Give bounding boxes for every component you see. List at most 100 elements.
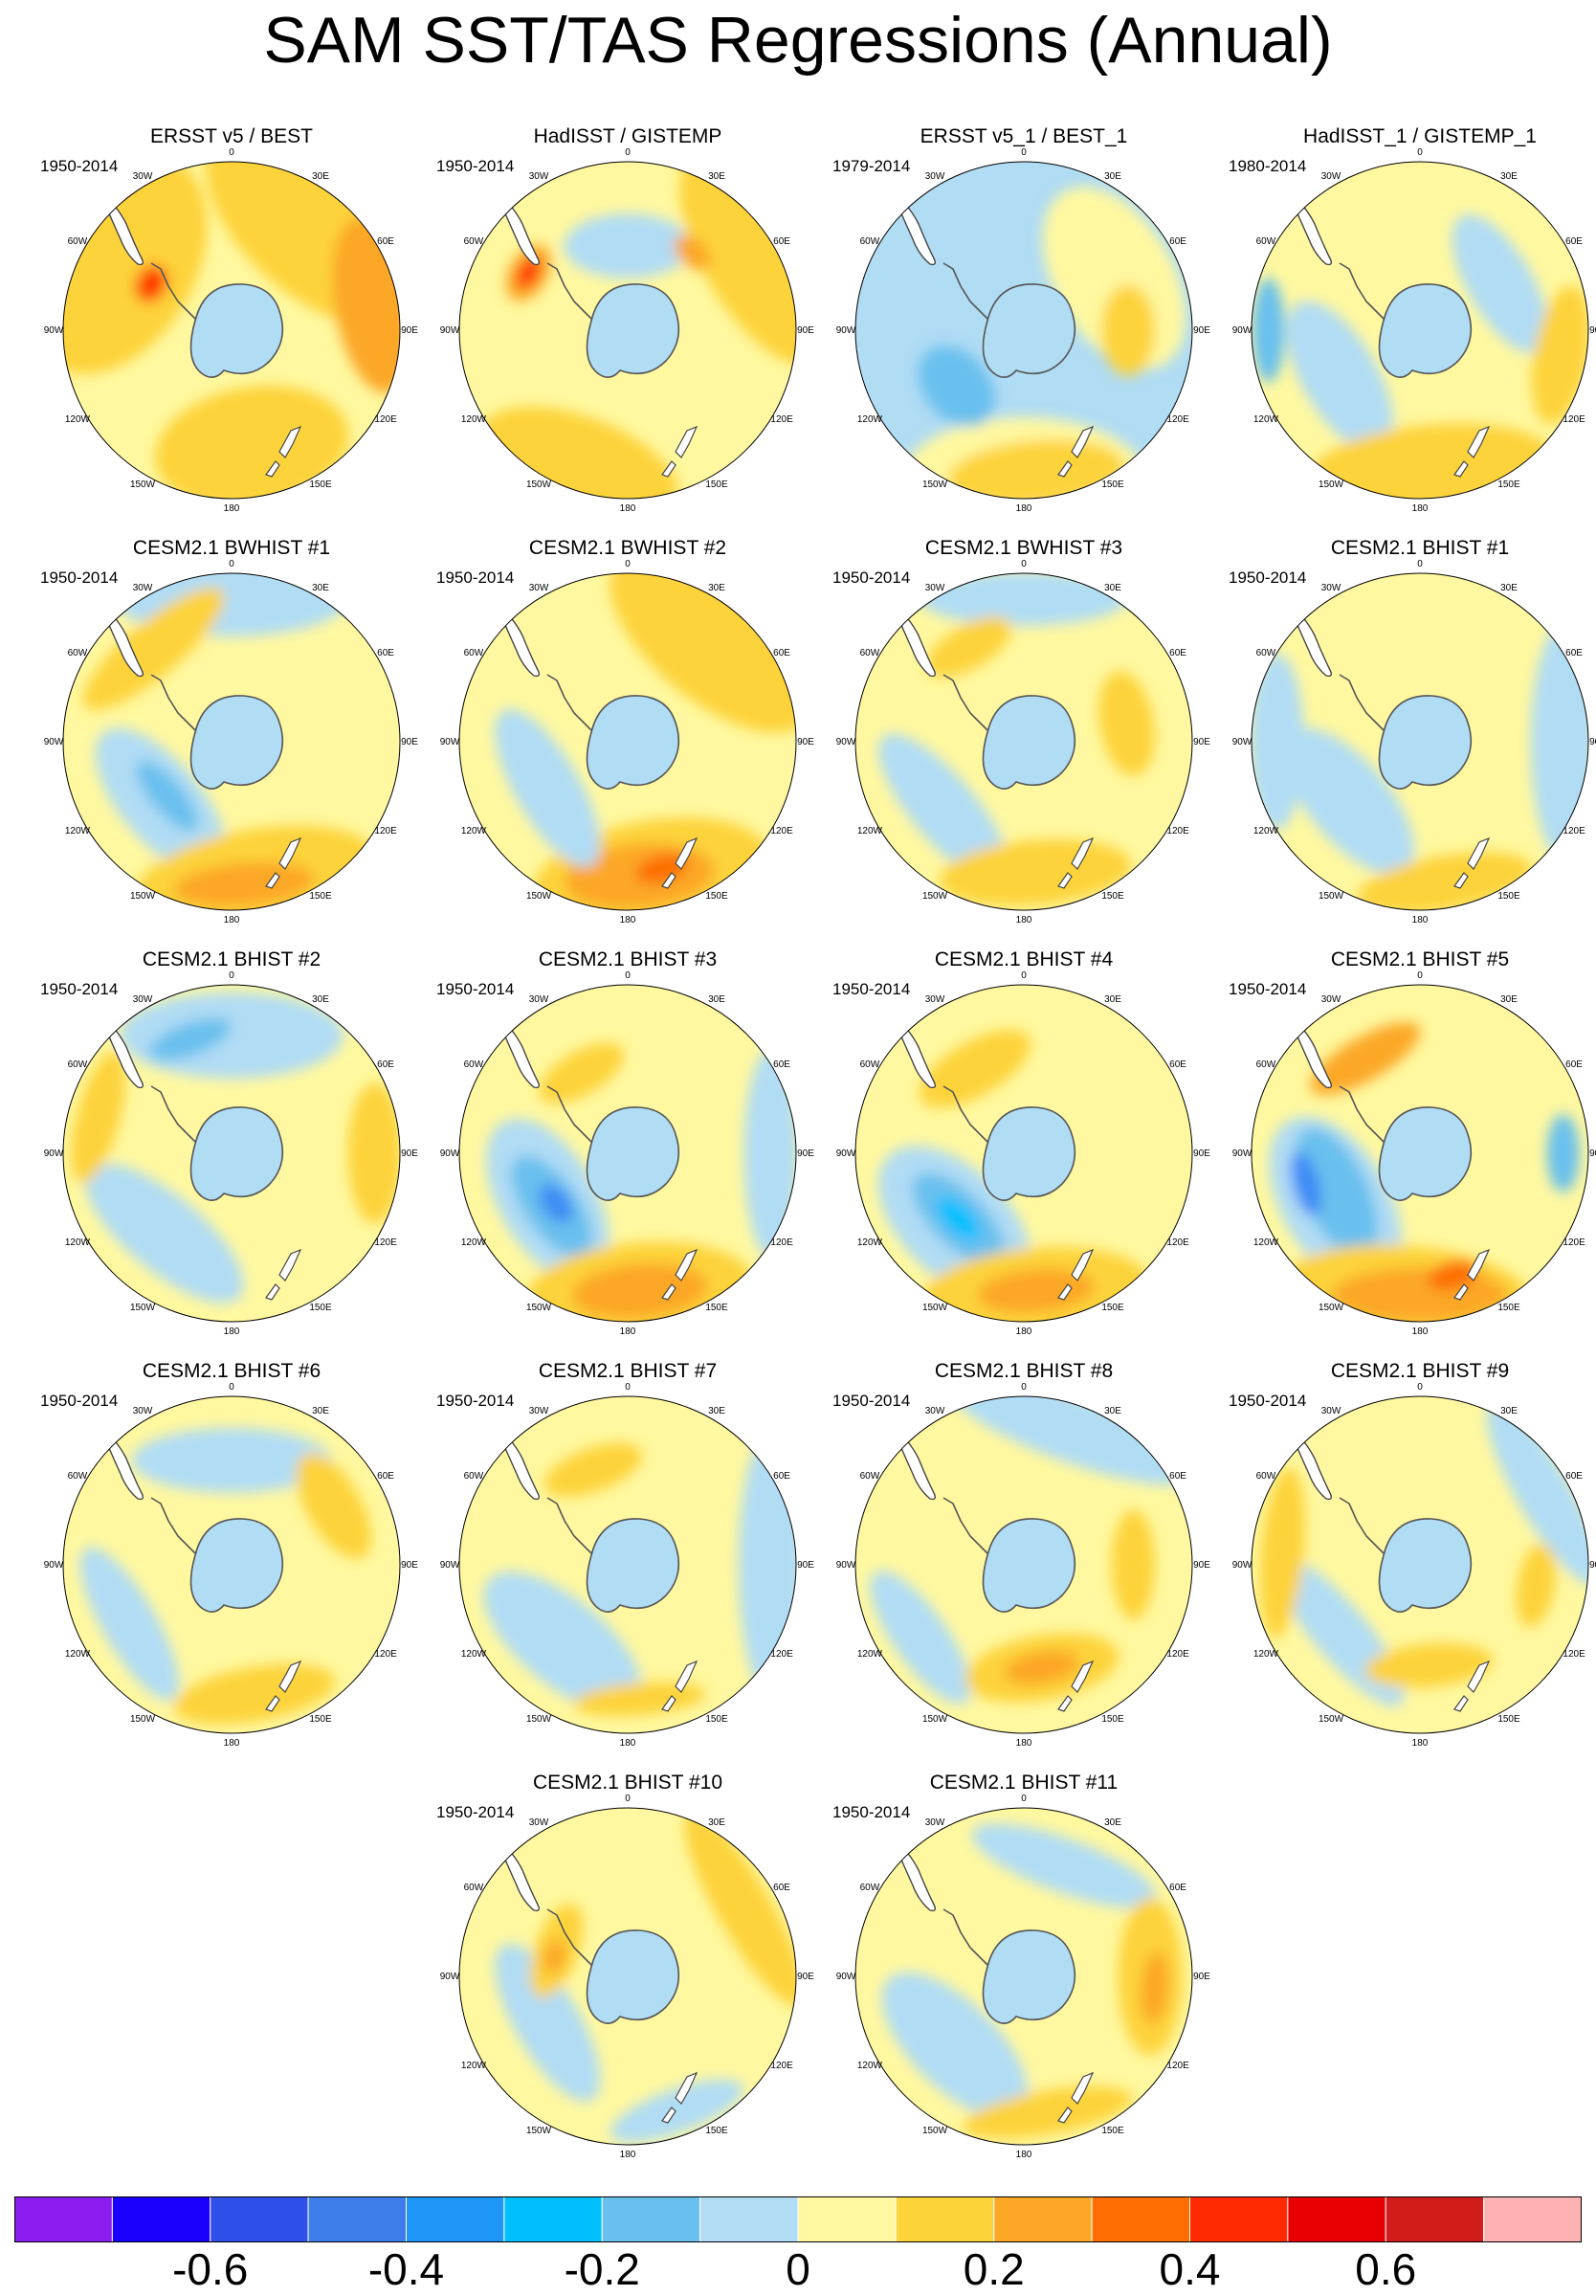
colorbar-label: -0.6	[172, 2244, 248, 2292]
new-zealand-outline	[661, 1248, 698, 1301]
longitude-label: 120E	[770, 826, 793, 836]
anomaly-region	[1310, 1021, 1421, 1095]
longitude-label: 60W	[1256, 648, 1276, 658]
longitude-label: 0	[1021, 147, 1027, 158]
anomaly-region	[610, 573, 796, 733]
longitude-label: 90W	[44, 1560, 64, 1571]
panel-period: 1950-2014	[832, 980, 911, 998]
longitude-label: 60W	[860, 648, 880, 658]
map-panel: 0 30E 60E 90E 120E 150E 180 150W 120W 90W 60W 30W CE…	[436, 1771, 819, 2163]
longitude-label: 150W	[922, 891, 948, 902]
panel-title: CESM2.1 BWHIST #1	[132, 537, 331, 559]
longitude-label: 120W	[65, 826, 91, 836]
panel-title: CESM2.1 BWHIST #3	[924, 537, 1123, 559]
colorbar-frame	[14, 2196, 1582, 2242]
antarctic-peninsula-outline	[150, 674, 196, 731]
antarctic-peninsula-outline	[1339, 1085, 1385, 1143]
antarctica-outline	[586, 1929, 680, 2024]
longitude-label: 90E	[1193, 1148, 1210, 1159]
longitude-label: 150E	[1101, 479, 1124, 490]
longitude-label: 60E	[1565, 236, 1583, 247]
anomaly-region	[544, 1442, 642, 1497]
longitude-label: 60E	[1565, 648, 1583, 658]
antarctic-peninsula-outline	[150, 262, 196, 320]
longitude-label: 180	[1412, 1738, 1429, 1749]
antarctica-outline	[1378, 1106, 1473, 1201]
longitude-label: 180	[620, 503, 636, 514]
longitude-label: 120W	[857, 1237, 883, 1248]
longitude-label: 120W	[1253, 414, 1279, 425]
longitude-label: 60E	[1565, 1471, 1583, 1482]
new-zealand-outline	[661, 1660, 698, 1712]
anomaly-region	[870, 1571, 971, 1705]
longitude-label: 150W	[1319, 1303, 1344, 1313]
longitude-label: 120W	[857, 1649, 883, 1660]
longitude-label: 180	[1016, 915, 1032, 925]
anomaly-region	[173, 1663, 336, 1725]
anomaly-region	[141, 271, 163, 297]
anomaly-region	[1546, 1114, 1580, 1193]
anomaly-region	[743, 1048, 796, 1259]
antarctica-outline	[189, 1518, 284, 1613]
colorbar-swatch	[1385, 2196, 1485, 2243]
africa-outline	[734, 593, 753, 617]
longitude-label: 30E	[1104, 1817, 1121, 1828]
longitude-label: 90W	[440, 1972, 460, 1982]
panel-title: HadISST / GISTEMP	[533, 125, 722, 147]
longitude-label: 150E	[309, 479, 332, 490]
africa-outline	[1526, 593, 1545, 617]
antarctic-peninsula-outline	[942, 1908, 988, 1966]
longitude-label: 180	[1016, 1738, 1032, 1749]
longitude-label: 90W	[44, 325, 64, 336]
map-boundary	[62, 984, 401, 1323]
polar-map: 0 30E 60E 90E 120E 150E 180 150W 120W 90W 60W 30W	[44, 559, 419, 925]
antarctic-peninsula-outline	[942, 1085, 988, 1143]
longitude-label: 90W	[440, 1148, 460, 1159]
map-boundary	[62, 572, 401, 911]
longitude-label: 180	[1016, 503, 1032, 514]
africa-outline	[338, 593, 357, 617]
antarctic-peninsula-outline	[546, 1085, 592, 1143]
map-panel: 0 30E 60E 90E 120E 150E 180 150W 120W 90W 60W 30W CE…	[1229, 536, 1596, 928]
longitude-label: 180	[620, 1326, 636, 1337]
antarctica-outline	[982, 1929, 1076, 2024]
new-zealand-outline	[265, 1660, 302, 1712]
antarctic-peninsula-outline	[546, 1908, 592, 1966]
longitude-label: 90E	[1589, 325, 1596, 336]
longitude-label: 90E	[1193, 325, 1210, 336]
longitude-label: 90W	[44, 1148, 64, 1159]
longitude-label: 60W	[860, 1471, 880, 1482]
longitude-label: 90W	[1232, 737, 1252, 747]
new-zealand-outline	[265, 836, 302, 889]
longitude-label: 60W	[68, 648, 88, 658]
africa-outline	[1130, 1416, 1149, 1440]
longitude-label: 90E	[401, 1148, 418, 1159]
anomaly-region	[517, 257, 541, 288]
map-panel: 0 30E 60E 90E 120E 150E 180 150W 120W 90W 60W 30W CE…	[832, 1359, 1215, 1751]
longitude-label: 60E	[377, 648, 394, 658]
longitude-label: 180	[1412, 915, 1429, 925]
longitude-label: 90E	[797, 325, 814, 336]
longitude-label: 60W	[68, 1471, 88, 1482]
longitude-label: 180	[1016, 1326, 1032, 1337]
longitude-label: 30W	[133, 583, 153, 593]
map-panel: 0 30E 60E 90E 120E 150E 180 150W 120W 90W 60W 30W Ha…	[436, 124, 819, 517]
anomaly-region	[120, 992, 344, 1079]
longitude-label: 150E	[705, 479, 728, 490]
colorbar-swatch	[1483, 2196, 1583, 2243]
longitude-label: 0	[229, 147, 234, 158]
longitude-label: 0	[1417, 147, 1423, 158]
antarctic-peninsula-outline	[1339, 674, 1385, 731]
longitude-label: 30W	[925, 994, 945, 1005]
new-zealand-outline	[265, 425, 302, 478]
anomaly-region	[881, 1972, 1029, 2119]
colorbar-label: 0.2	[964, 2244, 1025, 2292]
longitude-label: 150W	[1319, 1714, 1344, 1725]
longitude-label: 60E	[377, 1059, 394, 1070]
longitude-label: 150W	[922, 2126, 948, 2136]
anomaly-region	[1486, 1401, 1588, 1585]
longitude-label: 180	[224, 1326, 240, 1337]
longitude-label: 90W	[836, 737, 856, 747]
panel-period: 1950-2014	[40, 980, 119, 998]
new-zealand-outline	[661, 425, 698, 478]
